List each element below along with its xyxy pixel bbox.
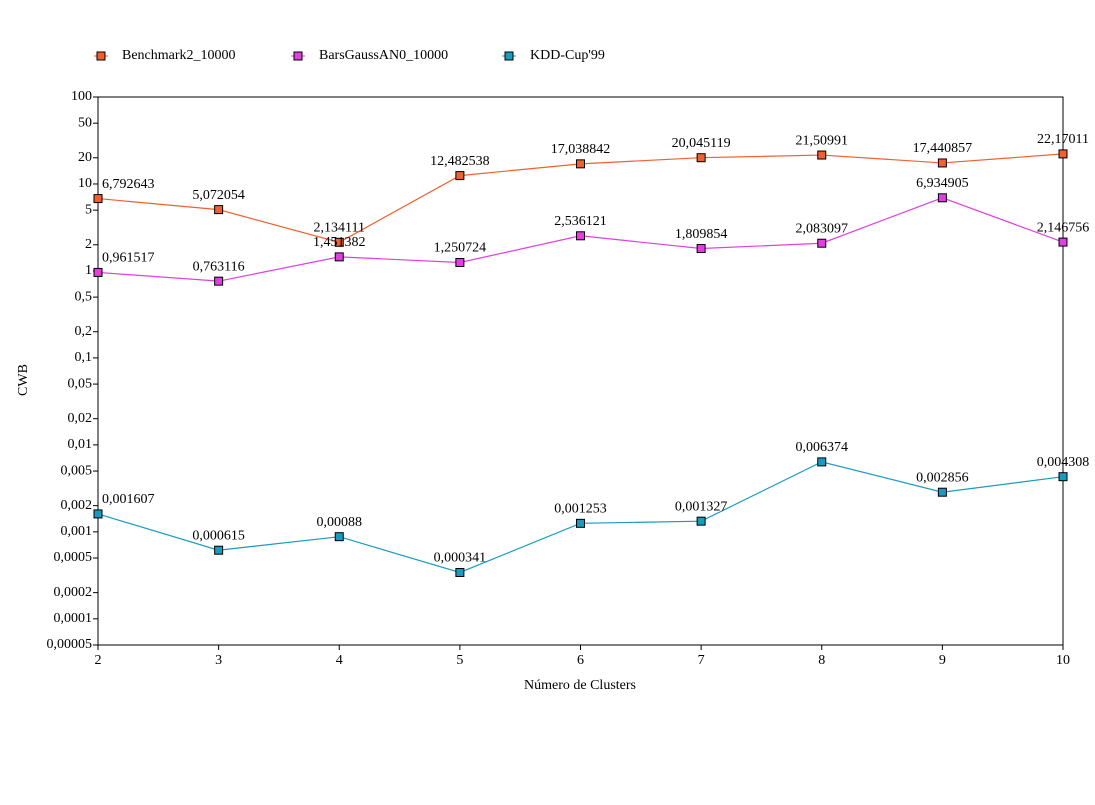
data-label: 2,536121 — [554, 214, 607, 229]
data-label: 2,146756 — [1037, 220, 1090, 235]
data-label: 0,004308 — [1037, 455, 1090, 470]
x-tick-label: 4 — [336, 653, 343, 668]
y-tick-label: 2 — [85, 237, 92, 252]
data-label: 5,072054 — [192, 188, 245, 203]
data-label: 1,451382 — [313, 235, 366, 250]
data-label: 2,134111 — [314, 221, 365, 236]
data-marker — [817, 150, 827, 160]
data-marker — [214, 276, 224, 286]
data-marker — [455, 567, 465, 577]
data-label: 17,440857 — [913, 141, 973, 156]
data-label: 0,763116 — [193, 259, 245, 274]
data-label: 0,961517 — [102, 251, 155, 266]
data-marker — [1058, 237, 1068, 247]
y-tick-label: 0,05 — [68, 376, 93, 391]
data-label: 0,001607 — [102, 492, 155, 507]
data-label: 0,002856 — [916, 470, 969, 485]
y-tick-label: 0,02 — [68, 411, 93, 426]
x-tick-label: 7 — [698, 653, 705, 668]
data-label: 20,045119 — [672, 136, 731, 151]
legend-marker — [504, 51, 514, 61]
y-tick-label: 1 — [85, 263, 92, 278]
y-tick-label: 0,0001 — [54, 611, 93, 626]
y-tick-label: 0,005 — [61, 463, 93, 478]
data-label: 6,792643 — [102, 177, 155, 192]
data-marker — [1058, 472, 1068, 482]
y-tick-label: 0,001 — [61, 524, 93, 539]
x-tick-label: 2 — [95, 653, 102, 668]
legend-marker — [96, 51, 106, 61]
y-tick-label: 0,0002 — [54, 585, 93, 600]
data-marker — [334, 532, 344, 542]
data-marker — [817, 457, 827, 467]
data-label: 6,934905 — [916, 176, 969, 191]
data-marker — [334, 237, 344, 247]
y-tick-label: 0,2 — [75, 324, 93, 339]
y-tick-label: 0,1 — [75, 350, 93, 365]
y-tick-label: 20 — [78, 150, 92, 165]
data-marker — [334, 252, 344, 262]
data-label: 1,809854 — [675, 227, 728, 242]
y-tick-label: 0,0005 — [54, 550, 93, 565]
y-tick-label: 0,5 — [75, 289, 93, 304]
data-label: 0,001253 — [554, 502, 607, 517]
y-axis-label: CWB — [16, 364, 31, 396]
data-label: 0,00088 — [317, 515, 363, 530]
data-marker — [937, 487, 947, 497]
legend-label: KDD-Cup'99 — [530, 48, 605, 63]
x-tick-label: 10 — [1056, 653, 1070, 668]
x-tick-label: 3 — [215, 653, 222, 668]
data-label: 12,482538 — [430, 154, 490, 169]
y-tick-label: 0,00005 — [47, 637, 93, 652]
legend-label: BarsGaussAN0_10000 — [319, 48, 448, 63]
y-tick-label: 0,002 — [61, 498, 93, 513]
data-label: 22,17011 — [1037, 132, 1089, 147]
x-axis-label: Número de Clusters — [524, 678, 636, 693]
data-marker — [455, 171, 465, 181]
data-marker — [576, 231, 585, 241]
y-tick-label: 0,01 — [68, 437, 93, 452]
y-tick-label: 10 — [78, 176, 92, 191]
data-marker — [576, 518, 585, 528]
y-tick-label: 5 — [85, 202, 92, 217]
legend-marker — [293, 51, 303, 61]
data-marker — [93, 509, 103, 519]
data-label: 0,001327 — [675, 499, 728, 514]
y-tick-label: 50 — [78, 115, 92, 130]
data-marker — [576, 159, 585, 169]
data-label: 0,000341 — [434, 551, 487, 566]
legend-label: Benchmark2_10000 — [122, 48, 236, 63]
x-tick-label: 6 — [577, 653, 584, 668]
data-marker — [93, 267, 103, 277]
data-label: 0,000615 — [192, 528, 245, 543]
x-tick-label: 8 — [818, 653, 825, 668]
data-label: 17,038842 — [551, 142, 611, 157]
data-marker — [1058, 149, 1068, 159]
data-marker — [937, 193, 947, 203]
data-label: 1,250724 — [434, 241, 487, 256]
x-tick-label: 5 — [456, 653, 463, 668]
data-marker — [817, 238, 827, 248]
y-tick-label: 100 — [71, 89, 92, 104]
data-label: 21,50991 — [796, 133, 849, 148]
data-label: 2,083097 — [796, 221, 849, 236]
data-marker — [937, 158, 947, 168]
data-marker — [214, 205, 224, 215]
data-marker — [696, 153, 706, 163]
data-marker — [696, 516, 706, 526]
data-label: 0,006374 — [796, 440, 849, 455]
data-marker — [455, 257, 465, 267]
data-marker — [696, 244, 706, 254]
x-tick-label: 9 — [939, 653, 946, 668]
data-marker — [93, 194, 103, 204]
data-marker — [214, 545, 224, 555]
